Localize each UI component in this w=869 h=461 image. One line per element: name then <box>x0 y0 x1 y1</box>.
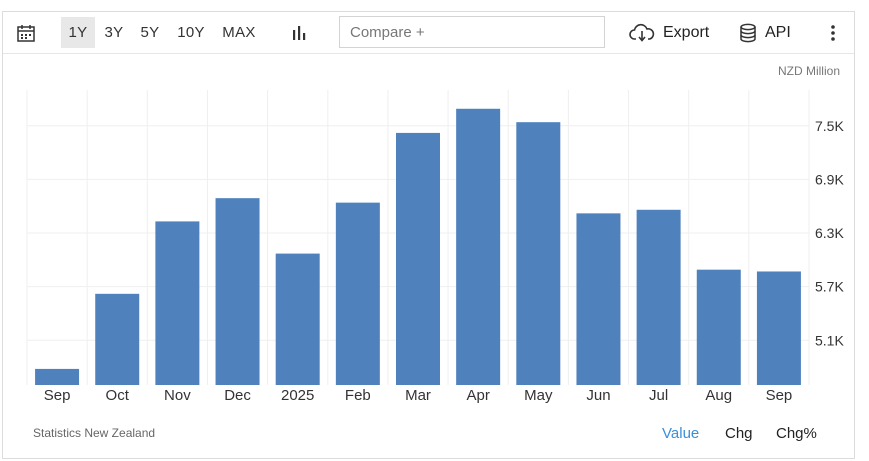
bar-jul[interactable] <box>636 209 681 385</box>
y-tick-label: 7.5K <box>815 118 844 134</box>
bar-2025[interactable] <box>275 253 320 385</box>
bar-nov[interactable] <box>155 221 200 385</box>
x-tick-label: Mar <box>405 387 431 404</box>
database-icon <box>739 23 757 43</box>
x-tick-label: Sep <box>44 387 71 404</box>
x-tick-label: Oct <box>106 387 130 404</box>
export-label: Export <box>663 23 710 41</box>
range-button-1y[interactable]: 1Y <box>61 17 95 48</box>
unit-label: NZD Million <box>777 64 840 78</box>
bar-oct[interactable] <box>95 293 140 385</box>
range-button-3y[interactable]: 3Y <box>104 24 124 41</box>
x-tick-label: 2025 <box>281 387 314 404</box>
x-tick-label: Aug <box>705 387 732 404</box>
bar-dec[interactable] <box>215 198 260 385</box>
range-button-10y[interactable]: 10Y <box>177 24 205 41</box>
bar-apr[interactable] <box>456 108 501 385</box>
bar-feb[interactable] <box>335 202 380 385</box>
x-tick-label: May <box>524 387 553 404</box>
x-tick-label: Jun <box>586 387 610 404</box>
x-tick-label: Feb <box>345 387 371 404</box>
export-button[interactable]: Export <box>629 12 721 53</box>
view-toggle-chg[interactable]: Chg <box>725 425 753 442</box>
api-button[interactable]: API <box>739 12 801 53</box>
bar-jun[interactable] <box>576 213 621 385</box>
api-label: API <box>765 23 791 41</box>
chart-type-icon[interactable] <box>285 12 313 53</box>
view-toggle-value[interactable]: Value <box>662 425 700 442</box>
chart-widget: 1Y 3Y 5Y 10Y MAX Export <box>2 11 855 459</box>
range-button-max[interactable]: MAX <box>222 24 256 41</box>
x-tick-label: Jul <box>649 387 668 404</box>
cloud-download-icon <box>629 23 655 43</box>
range-button-5y[interactable]: 5Y <box>140 24 160 41</box>
y-tick-label: 5.7K <box>815 279 844 295</box>
x-tick-label: Sep <box>766 387 793 404</box>
calendar-icon[interactable] <box>9 12 43 53</box>
y-tick-label: 5.1K <box>815 332 844 348</box>
x-tick-label: Nov <box>164 387 191 404</box>
y-tick-label: 6.3K <box>815 225 844 241</box>
x-tick-label: Apr <box>466 387 489 404</box>
more-options-icon[interactable] <box>821 12 845 53</box>
compare-input[interactable] <box>339 16 605 48</box>
chart-toolbar: 1Y 3Y 5Y 10Y MAX Export <box>3 12 854 54</box>
view-toggle-chg-pct[interactable]: Chg% <box>776 425 817 442</box>
y-tick-label: 6.9K <box>815 171 844 187</box>
bar-sep-last[interactable] <box>756 271 801 385</box>
bar-sep-first[interactable] <box>35 368 80 385</box>
bar-aug[interactable] <box>696 269 741 385</box>
bar-mar[interactable] <box>396 132 440 385</box>
bar-may[interactable] <box>516 122 561 385</box>
bar-chart: 5.1K 5.7K 6.3K 6.9K 7.5K Sep Oct Nov Dec 2025 Feb M… <box>26 90 844 404</box>
x-tick-label: Dec <box>224 387 251 404</box>
source-label: Statistics New Zealand <box>33 426 156 440</box>
